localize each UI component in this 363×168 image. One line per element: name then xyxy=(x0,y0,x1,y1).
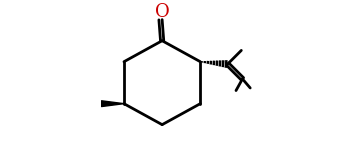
Polygon shape xyxy=(101,101,124,107)
Text: O: O xyxy=(155,3,170,21)
